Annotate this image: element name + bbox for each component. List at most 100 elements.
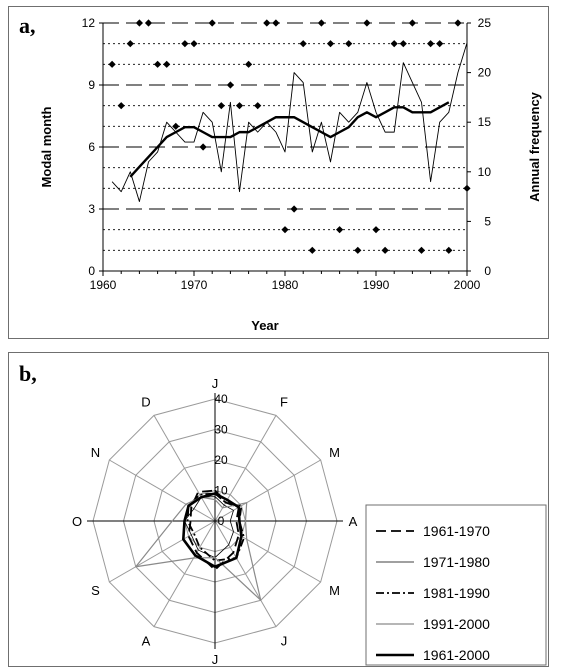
modal-month-point: [308, 246, 316, 254]
x-axis-title: Year: [251, 318, 278, 333]
radar-spoke: [214, 459, 321, 522]
radar-month-label: J: [212, 652, 219, 667]
modal-month-point: [290, 205, 298, 213]
modal-month-point: [245, 60, 253, 68]
x-tick-label: 1990: [363, 278, 390, 292]
modal-month-point: [345, 40, 353, 48]
radar-tick-label: 40: [214, 392, 228, 406]
radar-month-label: A: [142, 634, 151, 649]
modal-month-point: [390, 40, 398, 48]
radar-month-label: N: [91, 445, 100, 460]
running-mean-line: [129, 101, 450, 178]
modal-month-point: [217, 102, 225, 110]
modal-month-point: [354, 246, 362, 254]
radar-month-label: O: [72, 514, 82, 529]
modal-month-point: [417, 246, 426, 254]
radar-month-label: D: [141, 394, 150, 409]
modal-month-point: [408, 19, 416, 27]
y-left-axis-title: Modal month: [39, 107, 54, 188]
modal-month-point: [299, 40, 307, 48]
modal-month-point: [235, 102, 244, 110]
radar-month-label: J: [212, 376, 219, 391]
radar-series-1961-2000: [182, 492, 243, 569]
x-tick-label: 1970: [181, 278, 208, 292]
legend: 1961-1970 1971-1980 1981-1990 1991-2000 1961…: [365, 504, 547, 666]
modal-month-point: [272, 19, 280, 27]
legend-label: 1961-2000: [423, 647, 490, 663]
y-left-tick-label: 0: [88, 264, 95, 278]
y-right-tick-label: 25: [478, 16, 492, 30]
y-right-tick-label: 15: [478, 115, 492, 129]
y-left-tick-label: 3: [88, 202, 95, 216]
modal-month-point: [454, 19, 462, 27]
legend-label: 1981-1990: [423, 585, 490, 601]
modal-month-point: [463, 184, 471, 192]
modal-month-point: [436, 40, 444, 48]
panel-a-label: a,: [19, 13, 36, 38]
y-right-tick-label: 10: [478, 165, 492, 179]
y-left-tick-label: 9: [88, 78, 95, 92]
radar-series-1991-2000: [135, 496, 262, 601]
modal-month-point: [172, 122, 180, 130]
radar-spoke: [109, 459, 216, 522]
modal-month-point: [208, 19, 216, 27]
y-right-tick-label: 0: [484, 264, 491, 278]
modal-month-point: [281, 226, 289, 234]
radar-tick-label: 10: [214, 484, 228, 498]
radar-month-label: S: [91, 583, 100, 598]
y-right-axis-title: Annual frequency: [527, 91, 542, 202]
radar-tick-label: 0: [218, 514, 225, 528]
modal-month-point: [154, 60, 162, 68]
modal-month-point: [199, 143, 207, 151]
legend-label: 1971-1980: [423, 554, 490, 570]
modal-month-point: [445, 246, 453, 254]
legend-label: 1991-2000: [423, 616, 490, 632]
x-tick-label: 2000: [454, 278, 481, 292]
radar-tick-label: 20: [214, 453, 228, 467]
modal-month-point: [163, 60, 171, 68]
modal-month-point: [181, 40, 189, 48]
y-left-tick-label: 6: [88, 140, 95, 154]
modal-month-point: [381, 246, 389, 254]
legend-label: 1961-1970: [423, 523, 490, 539]
y-right-tick-label: 20: [478, 66, 492, 80]
radar-month-label: A: [349, 514, 358, 529]
x-tick-label: 1980: [272, 278, 299, 292]
y-left-tick-label: 12: [82, 16, 96, 30]
modal-month-point: [427, 40, 435, 48]
radar-spoke: [153, 415, 216, 522]
modal-month-point: [372, 226, 380, 234]
radar-month-label: M: [329, 583, 340, 598]
panel-b: b, 0 10 20 30 40 J F M A M J J A S O N D 1961-1970 1971-1…: [8, 352, 549, 667]
modal-month-point: [135, 19, 143, 27]
modal-month-point: [336, 226, 344, 234]
x-tick-label: 1960: [90, 278, 117, 292]
annual-frequency-line: [111, 42, 468, 203]
modal-month-point: [399, 40, 407, 48]
radar-month-label: M: [329, 445, 340, 460]
modal-month-point: [326, 40, 335, 48]
radar-tick-label: 30: [214, 423, 228, 437]
modal-month-point: [108, 60, 116, 68]
radar-spoke: [153, 520, 216, 627]
modal-month-point: [226, 81, 234, 89]
radar-spoke: [214, 415, 277, 522]
panel-a: a, 0 3 6 9 12 0 5 10 15 20 25 1960 1970 1980 1990 200…: [8, 6, 549, 339]
radar-month-label: J: [281, 634, 288, 649]
modal-month-point: [117, 102, 125, 110]
modal-month-point: [254, 102, 262, 110]
radar-spoke: [214, 520, 321, 583]
y-right-tick-label: 5: [484, 214, 491, 228]
chart-a-svg: a, 0 3 6 9 12 0 5 10 15 20 25 1960 1970 1980 1990 200…: [19, 13, 542, 333]
modal-month-point: [144, 19, 153, 27]
radar-month-label: F: [280, 394, 288, 409]
radar-spoke: [214, 520, 277, 627]
panel-b-label: b,: [19, 361, 37, 386]
modal-month-point: [363, 19, 371, 27]
modal-month-point: [126, 40, 134, 48]
modal-month-point: [317, 19, 325, 27]
modal-month-point: [263, 19, 271, 27]
modal-month-point: [190, 40, 198, 48]
radar-spoke: [109, 520, 216, 583]
